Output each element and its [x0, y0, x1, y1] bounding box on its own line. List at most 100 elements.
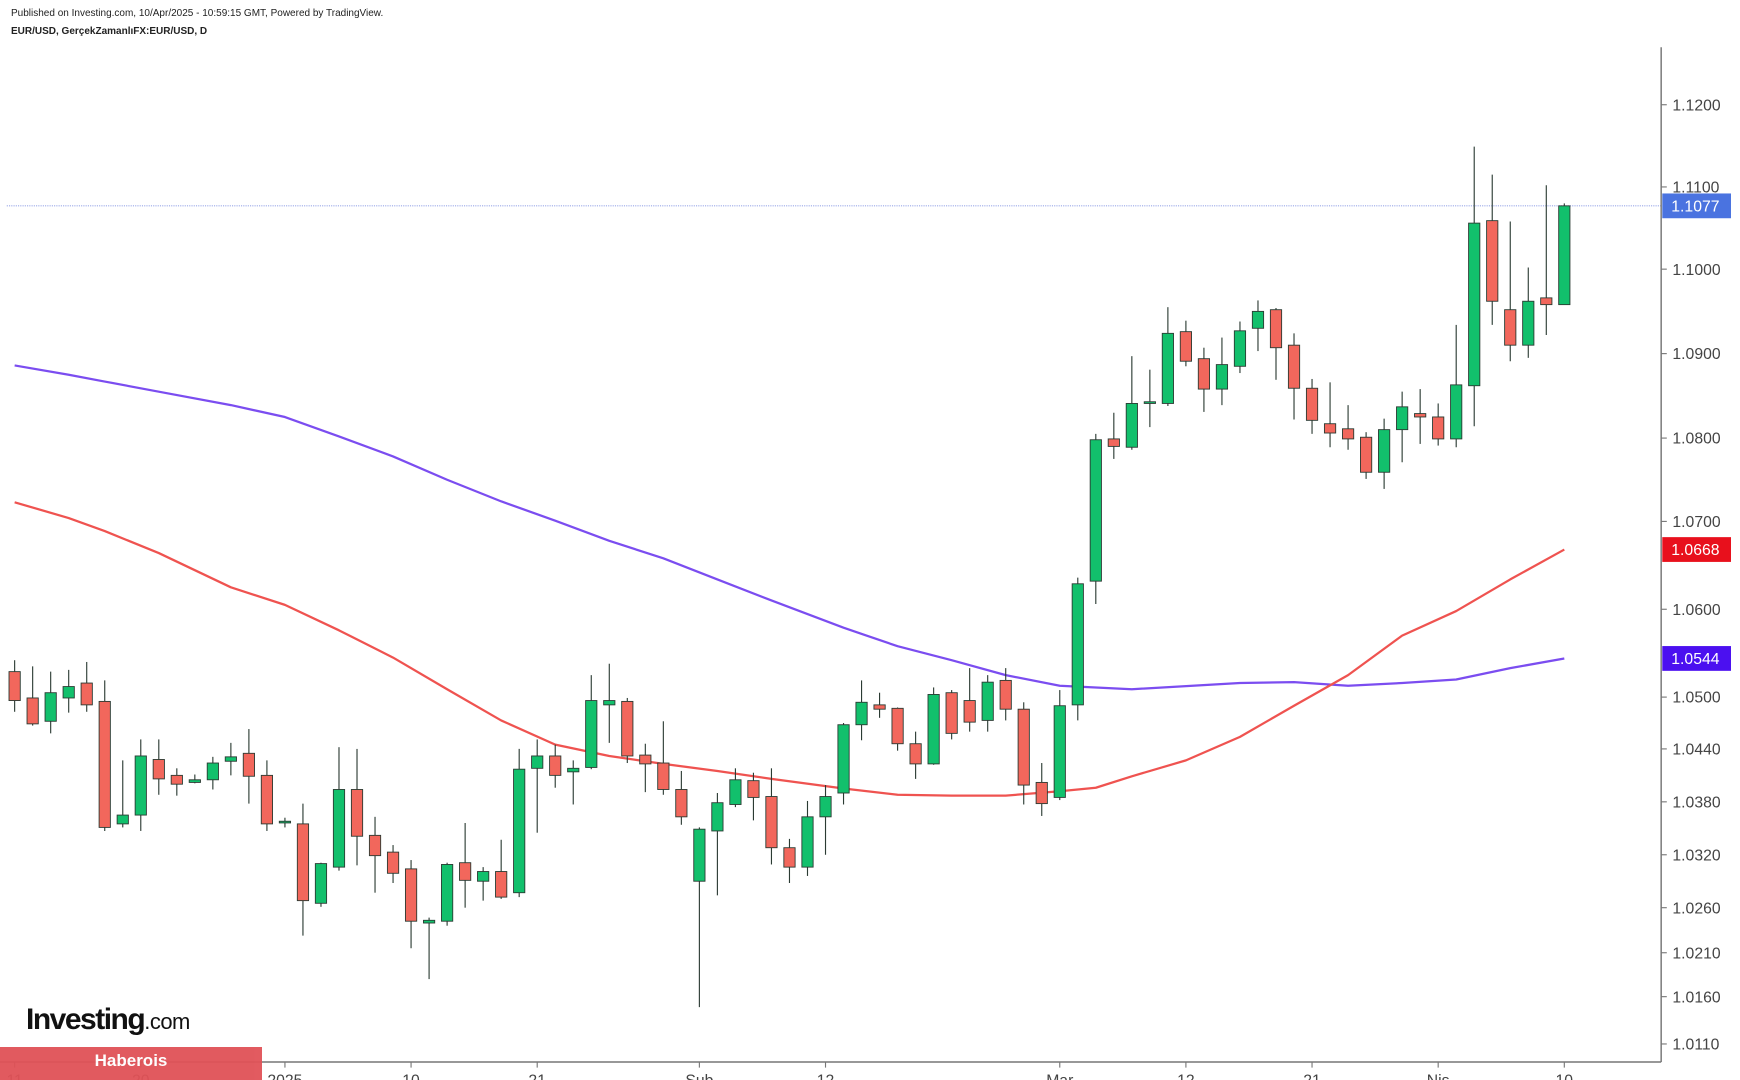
candle-body	[1143, 401, 1156, 404]
candle-body	[873, 704, 886, 710]
x-tick-label: 2025	[267, 1073, 302, 1080]
candle-down	[1540, 185, 1553, 336]
x-tick-label: 21	[1303, 1073, 1321, 1080]
candle-body	[1504, 309, 1517, 346]
candle-body	[1450, 384, 1463, 440]
candle-body	[1251, 310, 1265, 329]
candle-up	[116, 760, 129, 828]
candle-body	[1305, 387, 1319, 421]
candle-body	[1269, 309, 1283, 349]
candle-body	[80, 682, 93, 706]
candle-body	[423, 919, 436, 924]
y-tick-label: 1.0700	[1672, 514, 1720, 531]
ma-fast-last-label: 1.0668	[1671, 542, 1719, 559]
candle-up	[423, 917, 436, 980]
candle-body	[1414, 413, 1427, 418]
candle-body	[242, 752, 255, 777]
candle-down	[909, 731, 922, 779]
candle-down	[98, 680, 111, 831]
candle-up	[62, 669, 75, 713]
candle-up	[1215, 337, 1229, 406]
candle-down	[1017, 702, 1030, 805]
y-tick-label: 1.0600	[1672, 602, 1720, 619]
candle-body	[639, 754, 652, 765]
candle-up	[711, 793, 724, 896]
candle-body	[927, 694, 940, 765]
candle-up	[819, 785, 832, 855]
y-tick-label: 1.1200	[1672, 97, 1720, 114]
y-tick-label: 1.0500	[1672, 690, 1720, 707]
x-tick-label: 12	[1177, 1073, 1195, 1080]
candle-up	[1378, 418, 1391, 489]
published-note: Published on Investing.com, 10/Apr/2025 …	[11, 8, 384, 19]
candle-down	[1107, 412, 1120, 459]
candle-body	[1558, 205, 1571, 306]
candle-up	[1233, 321, 1247, 374]
candle-down	[1269, 308, 1283, 380]
candle-up	[603, 663, 616, 743]
candle-body	[404, 868, 418, 922]
x-tick-label: 21	[528, 1073, 546, 1080]
y-tick-label: 1.0210	[1672, 945, 1720, 962]
y-tick-label: 1.0260	[1672, 900, 1720, 917]
candle-down	[1341, 405, 1355, 450]
candle-body	[152, 759, 165, 780]
candle-body	[1089, 439, 1102, 582]
candle-body	[819, 796, 832, 818]
candle-up	[188, 774, 201, 784]
candle-body	[26, 697, 39, 725]
candle-body	[1125, 403, 1138, 448]
candle-down	[242, 729, 255, 804]
candle-down	[368, 816, 382, 893]
candle-body	[170, 774, 183, 785]
candle-up	[855, 680, 868, 741]
candle-body	[1161, 332, 1174, 404]
candle-body	[1378, 429, 1391, 473]
candle-body	[1107, 438, 1120, 447]
moving-averages	[14, 364, 1565, 797]
candle-up	[981, 675, 994, 732]
candle-body	[477, 871, 490, 882]
candle-body	[1360, 436, 1373, 473]
candle-body	[1468, 222, 1481, 387]
candle-body	[62, 686, 75, 699]
candle-body	[1287, 344, 1301, 389]
candle-body	[783, 847, 796, 868]
x-tick-label: Şub	[685, 1073, 713, 1080]
y-tick-label: 1.0320	[1672, 847, 1720, 864]
candle-body	[801, 816, 814, 868]
candle-up	[1468, 146, 1481, 427]
candle-body	[1396, 406, 1409, 431]
candle-down	[999, 668, 1012, 721]
candle-up	[801, 800, 814, 876]
candle-body	[585, 700, 598, 768]
candle-body	[531, 755, 544, 769]
candle-down	[8, 660, 21, 712]
candle-up	[477, 867, 490, 901]
candle-down	[873, 692, 886, 718]
ma-fast-last-tag	[1662, 537, 1731, 562]
candle-body	[603, 700, 616, 706]
candle-body	[1035, 781, 1048, 805]
y-axis-ticks: 1.1200 1.1100 1.1000 1.0900 1.0800 1.0700 1.06…	[1661, 97, 1721, 1054]
price-tags: 1.1077 1.0668 1.0544	[1662, 193, 1731, 671]
candle-body	[981, 681, 994, 721]
last-price-tag	[1662, 193, 1731, 219]
x-tick-label: Nis	[1427, 1073, 1450, 1080]
candle-up	[837, 723, 850, 805]
candle-body	[513, 768, 526, 894]
candle-body	[278, 820, 292, 824]
source-badge: Haberois	[0, 1047, 262, 1080]
candle-down	[152, 739, 165, 795]
investing-logo: Investing.com	[26, 1003, 190, 1036]
candle-down	[80, 661, 93, 712]
candle-up	[206, 756, 219, 790]
candle-down	[1323, 382, 1337, 448]
candle-body	[693, 828, 706, 882]
x-tick-label: 12	[817, 1073, 835, 1080]
candle-body	[44, 692, 57, 722]
candle-up	[224, 742, 237, 776]
candle-body	[1540, 297, 1553, 306]
ma-slow-line	[14, 364, 1565, 691]
candle-body	[8, 671, 21, 702]
